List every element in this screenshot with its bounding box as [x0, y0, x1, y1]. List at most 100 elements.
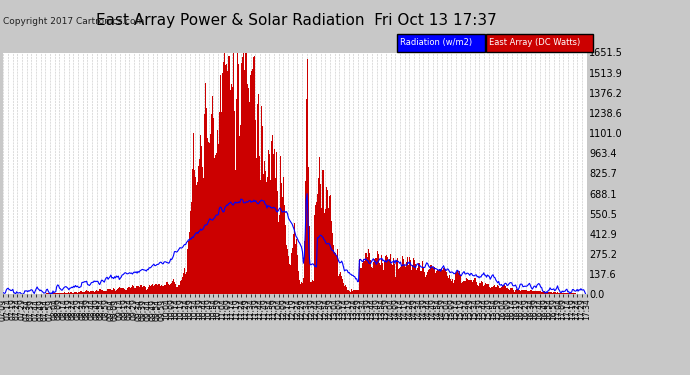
Bar — [483, 286, 484, 294]
Bar — [321, 209, 322, 294]
Bar — [317, 194, 318, 294]
Bar — [77, 293, 78, 294]
Bar — [333, 244, 334, 294]
Bar — [94, 292, 95, 294]
Bar — [520, 291, 521, 294]
Bar — [308, 226, 310, 294]
Bar — [393, 264, 395, 294]
Bar — [498, 286, 499, 294]
Bar — [304, 241, 305, 294]
Bar — [572, 293, 573, 294]
Bar — [543, 291, 544, 294]
Bar — [532, 291, 533, 294]
Bar — [256, 158, 257, 294]
Bar — [302, 283, 303, 294]
Bar — [74, 292, 75, 294]
Bar — [388, 260, 389, 294]
Bar — [331, 221, 332, 294]
Bar — [132, 285, 133, 294]
Bar — [73, 292, 74, 294]
Bar — [218, 144, 219, 294]
Bar — [411, 270, 413, 294]
Bar — [110, 289, 111, 294]
Bar — [371, 267, 372, 294]
Bar — [487, 284, 488, 294]
Bar — [440, 269, 441, 294]
Bar — [128, 287, 129, 294]
Bar — [527, 291, 528, 294]
Bar — [366, 260, 368, 294]
Bar — [175, 284, 176, 294]
Bar — [470, 280, 471, 294]
Bar — [515, 290, 516, 294]
Bar — [108, 290, 110, 294]
Bar — [560, 293, 561, 294]
Bar — [119, 287, 120, 294]
Bar — [69, 292, 70, 294]
Bar — [425, 277, 426, 294]
Bar — [100, 289, 101, 294]
Bar — [311, 282, 313, 294]
Bar — [460, 275, 461, 294]
Bar — [549, 292, 550, 294]
Bar — [282, 197, 284, 294]
Bar — [262, 126, 263, 294]
Bar — [127, 288, 128, 294]
Bar — [306, 58, 308, 294]
Bar — [272, 135, 273, 294]
Bar — [380, 265, 382, 294]
Bar — [376, 258, 377, 294]
Bar — [327, 190, 328, 294]
Bar — [477, 286, 479, 294]
Bar — [501, 286, 502, 294]
Bar — [275, 178, 276, 294]
Bar — [429, 269, 430, 294]
Bar — [544, 291, 545, 294]
Bar — [459, 272, 460, 294]
Bar — [520, 290, 522, 294]
Bar — [516, 289, 517, 294]
Bar — [132, 286, 134, 294]
Bar — [421, 271, 422, 294]
Bar — [362, 263, 363, 294]
Bar — [556, 293, 557, 294]
Bar — [121, 288, 123, 294]
Bar — [486, 284, 487, 294]
Bar — [446, 272, 447, 294]
Bar — [414, 261, 415, 294]
Bar — [268, 150, 269, 294]
Bar — [506, 288, 508, 294]
Bar — [389, 259, 390, 294]
Bar — [415, 264, 416, 294]
Bar — [335, 256, 337, 294]
Bar — [161, 285, 162, 294]
Bar — [473, 280, 474, 294]
Bar — [348, 291, 350, 294]
Bar — [101, 290, 102, 294]
Bar — [508, 288, 509, 294]
Bar — [359, 259, 360, 294]
Bar — [55, 293, 57, 294]
Bar — [161, 286, 163, 294]
Bar — [461, 283, 462, 294]
Bar — [111, 290, 112, 294]
Bar — [441, 269, 442, 294]
Bar — [52, 293, 54, 294]
Bar — [546, 292, 548, 294]
Bar — [531, 290, 532, 294]
Bar — [264, 161, 265, 294]
Bar — [405, 267, 406, 294]
Bar — [202, 167, 203, 294]
Bar — [62, 293, 63, 294]
Bar — [509, 290, 511, 294]
Bar — [315, 205, 316, 294]
Bar — [412, 265, 413, 294]
Bar — [155, 284, 156, 294]
Bar — [288, 256, 289, 294]
Bar — [403, 260, 404, 294]
Bar — [49, 293, 50, 294]
Bar — [301, 282, 302, 294]
Bar — [553, 292, 554, 294]
Bar — [76, 292, 77, 294]
Bar — [511, 288, 512, 294]
